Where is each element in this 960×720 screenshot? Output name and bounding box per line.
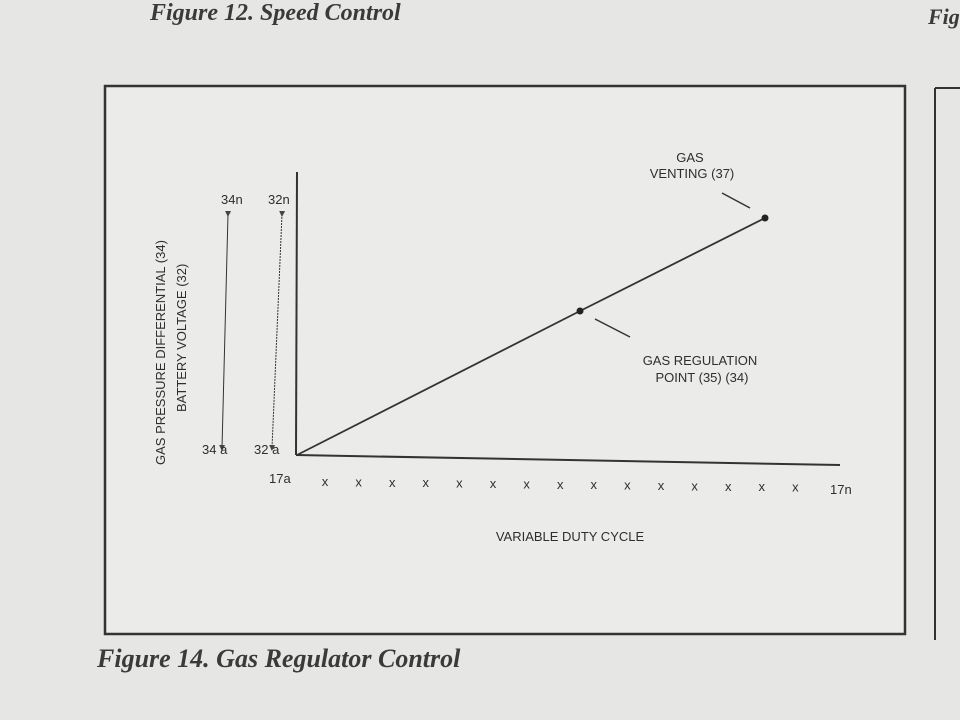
y-axis-label: GAS PRESSURE DIFFERENTIAL (34) [153, 240, 168, 465]
x-mark: x [624, 478, 631, 493]
regulation-point [576, 307, 584, 315]
x-start-label: 17a [269, 471, 291, 486]
figure-caption: Figure 14. Gas Regulator Control [96, 644, 461, 673]
header-fragment: Fig [927, 4, 960, 29]
x-mark: x [456, 476, 463, 491]
x-mark: x [591, 477, 598, 492]
x-axis [295, 454, 841, 466]
arrow-bottom-label: 32 a [254, 442, 280, 457]
arrow-top-label: 34n [221, 192, 243, 207]
x-mark: x [725, 479, 732, 494]
y-axis-label: BATTERY VOLTAGE (32) [174, 264, 189, 412]
x-mark: x [423, 475, 430, 490]
y-axis [295, 171, 298, 456]
x-mark: x [523, 476, 530, 491]
range-arrow [219, 210, 232, 451]
x-axis-label: VARIABLE DUTY CYCLE [496, 529, 645, 544]
annotation: GAS REGULATION [643, 353, 758, 368]
annotation: GAS [676, 150, 704, 165]
x-mark: x [389, 475, 396, 490]
x-end-label: 17n [830, 482, 852, 497]
range-arrow [269, 210, 286, 451]
annotation: VENTING (37) [650, 166, 735, 181]
x-mark: x [658, 478, 665, 493]
x-mark: x [322, 474, 329, 489]
figure-frame [103, 84, 907, 636]
leader-line [594, 318, 631, 338]
annotation: POINT (35) (34) [656, 370, 749, 385]
header-title: Figure 12. Speed Control [149, 0, 401, 26]
x-mark: x [557, 477, 564, 492]
arrow-top-label: 32n [268, 192, 290, 207]
x-mark: x [355, 474, 362, 489]
x-mark: x [792, 480, 799, 495]
x-mark: x [490, 476, 497, 491]
x-mark: x [691, 478, 698, 493]
arrow-bottom-label: 34 a [202, 442, 228, 457]
venting-point [761, 214, 769, 222]
leader-line [721, 192, 751, 209]
x-mark: x [759, 479, 766, 494]
